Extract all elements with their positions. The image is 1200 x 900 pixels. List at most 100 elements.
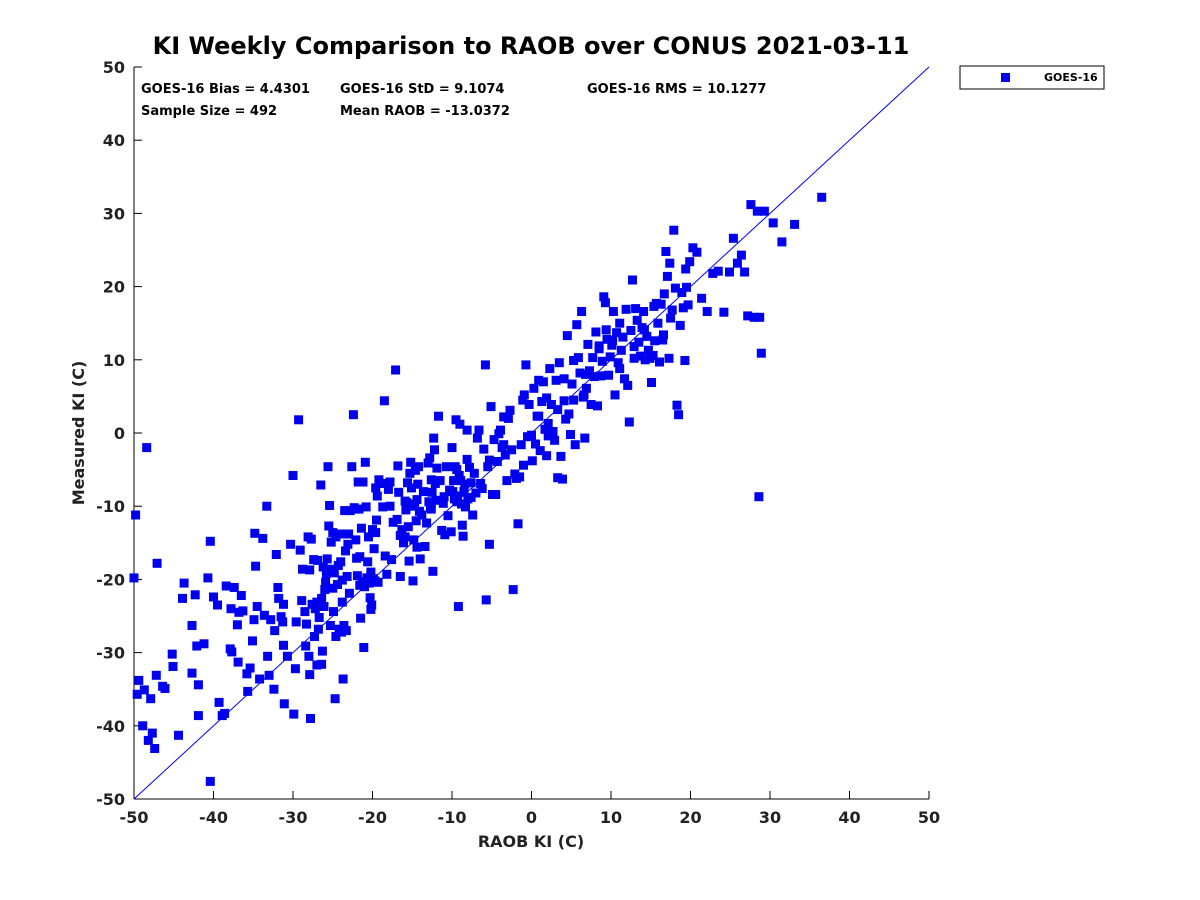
data-point	[373, 577, 383, 587]
data-point	[479, 444, 489, 454]
data-point	[262, 501, 272, 511]
data-point	[507, 445, 517, 455]
data-point	[702, 307, 712, 316]
data-point	[266, 615, 276, 625]
data-point	[640, 355, 650, 365]
data-point	[288, 471, 298, 480]
data-point	[527, 456, 537, 466]
data-point	[269, 684, 279, 694]
data-point	[371, 483, 381, 493]
data-point	[790, 219, 800, 229]
data-point	[343, 539, 353, 549]
data-point	[209, 592, 218, 602]
data-point	[666, 313, 676, 323]
data-point	[150, 744, 160, 753]
data-point	[392, 514, 402, 524]
data-point	[435, 476, 445, 486]
data-point	[344, 588, 354, 598]
data-point	[401, 505, 411, 515]
data-point	[131, 510, 141, 520]
data-point	[462, 454, 472, 464]
data-point	[535, 446, 545, 456]
data-point	[561, 414, 571, 424]
data-point	[329, 607, 338, 617]
data-point	[452, 465, 462, 475]
data-point	[608, 336, 618, 346]
data-point	[365, 593, 375, 603]
data-point	[138, 721, 148, 731]
data-point	[534, 411, 544, 421]
data-point	[462, 425, 472, 435]
data-point	[732, 258, 742, 268]
data-point	[455, 419, 465, 429]
data-point	[403, 522, 413, 532]
data-point	[179, 578, 189, 588]
data-point	[316, 480, 326, 490]
data-point	[312, 660, 322, 670]
data-point	[669, 225, 679, 235]
data-point	[426, 504, 436, 514]
data-point	[263, 651, 273, 661]
data-point	[610, 390, 620, 400]
data-point	[474, 425, 484, 435]
data-point	[324, 521, 334, 531]
data-point	[639, 325, 649, 335]
data-point	[243, 686, 253, 696]
y-tick-label: -20	[96, 570, 125, 589]
data-point	[174, 730, 183, 740]
legend-marker-square	[1001, 73, 1010, 82]
data-point	[486, 402, 496, 412]
data-point	[325, 501, 335, 510]
data-point	[540, 424, 550, 434]
data-point	[372, 515, 381, 525]
data-point	[326, 537, 336, 547]
data-point	[356, 523, 366, 533]
data-point	[279, 699, 289, 709]
data-point	[415, 554, 425, 564]
data-point	[683, 300, 693, 310]
data-point	[447, 443, 457, 453]
data-point	[406, 457, 416, 467]
data-point	[304, 651, 314, 661]
data-point	[424, 497, 434, 507]
data-point	[413, 479, 423, 489]
data-point	[650, 336, 660, 346]
data-point	[270, 626, 280, 636]
data-point	[310, 604, 320, 614]
data-point	[588, 353, 598, 363]
data-point	[432, 463, 442, 473]
data-point	[337, 575, 347, 585]
data-point	[322, 554, 332, 564]
data-point	[491, 490, 501, 499]
data-point	[515, 472, 525, 482]
data-point	[755, 312, 765, 322]
data-point	[317, 659, 327, 669]
data-point	[395, 531, 405, 540]
data-point	[677, 288, 687, 297]
data-point	[323, 462, 333, 472]
y-axis-ticks: -50 -40 -30 -20 -10 0 10 20 30 40 50	[96, 58, 142, 809]
data-point	[553, 405, 563, 415]
data-point	[817, 192, 827, 202]
data-point	[605, 352, 615, 362]
data-point	[301, 641, 311, 651]
data-point	[634, 337, 644, 347]
data-point	[232, 620, 242, 630]
data-point	[425, 453, 435, 463]
data-point	[221, 581, 231, 591]
data-point	[499, 440, 509, 450]
data-point	[550, 435, 560, 445]
data-point	[621, 304, 631, 314]
data-point	[339, 621, 349, 630]
stat-std: GOES-16 StD = 9.1074	[340, 82, 504, 97]
data-point	[480, 360, 490, 370]
y-tick-label: 20	[103, 278, 125, 297]
data-point	[518, 395, 528, 405]
data-point	[379, 396, 389, 406]
data-point	[369, 544, 379, 554]
data-point	[516, 440, 526, 450]
data-point	[349, 503, 359, 513]
data-point	[227, 647, 237, 657]
data-point	[551, 375, 561, 385]
data-point	[360, 457, 370, 467]
